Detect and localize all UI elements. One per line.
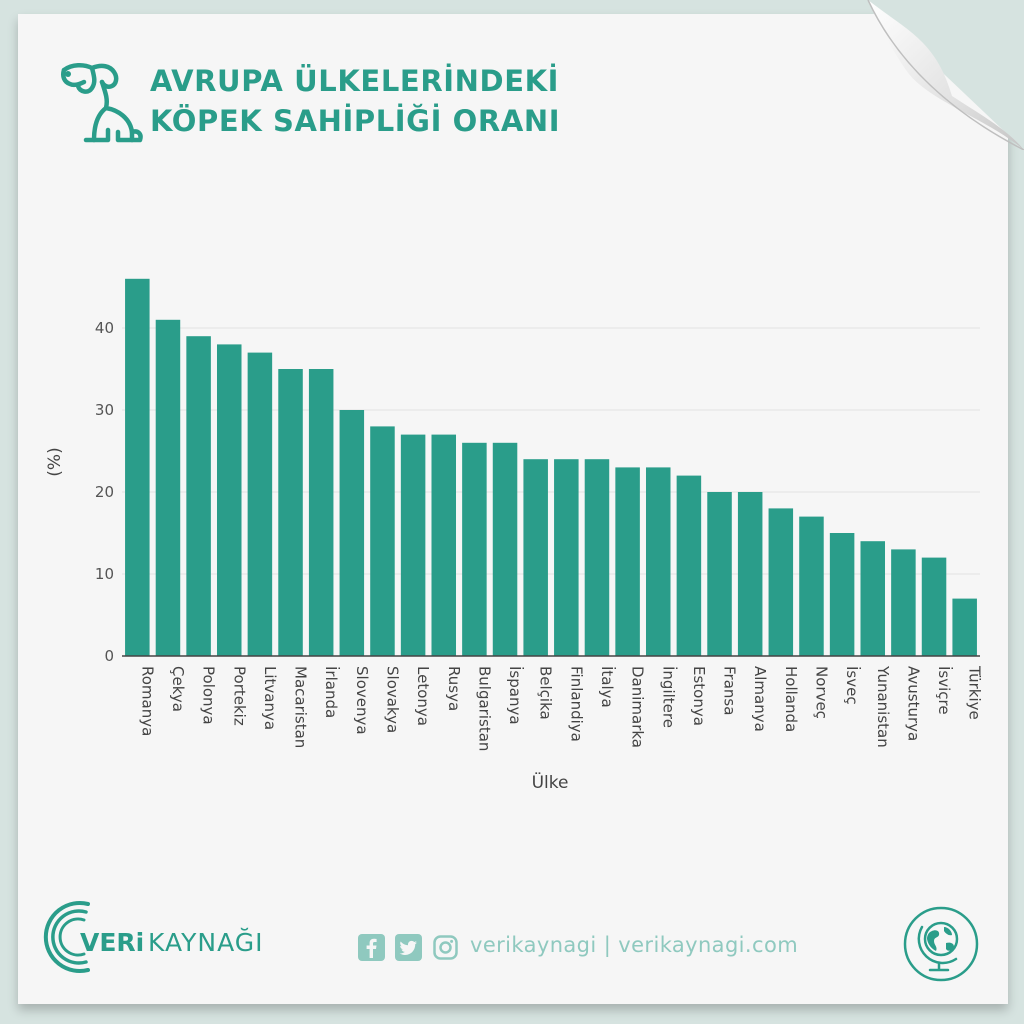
x-tick-label: Macaristan [292, 666, 310, 748]
bar-5[interactable] [247, 352, 273, 656]
x-tick-label: Hollanda [782, 666, 800, 732]
brand-name-kaynagi: KAYNAĞI [148, 928, 264, 957]
bar-3[interactable] [186, 336, 211, 656]
x-tick-label: Rusya [445, 666, 463, 711]
page-title-line-1: AVRUPA ÜLKELERİNDEKİ [150, 64, 560, 98]
x-tick-label: İspanya [506, 666, 525, 725]
bar-2[interactable] [155, 319, 181, 656]
x-tick-label: Yunanistan [874, 665, 892, 748]
bar-23[interactable] [799, 516, 824, 656]
bar-11[interactable] [431, 434, 457, 656]
bar-8[interactable] [339, 410, 365, 656]
bar-4[interactable] [216, 344, 242, 656]
bar-20[interactable] [707, 492, 732, 656]
bar-28[interactable] [952, 598, 977, 656]
x-tick-label: İngiltere [659, 666, 678, 728]
veri-kaynagi-logo-icon [43, 901, 90, 973]
bar-21[interactable] [737, 492, 763, 656]
y-tick-labels: 0 10 20 30 40 [95, 319, 114, 665]
dog-icon [61, 63, 143, 143]
x-tick-label: Estonya [690, 666, 708, 726]
x-tick-label: Slovakya [383, 666, 401, 733]
bar-13[interactable] [492, 442, 518, 656]
x-tick-label: Norveç [812, 666, 830, 719]
x-tick-label: Danimarka [629, 666, 647, 748]
y-tick-label: 0 [104, 647, 114, 665]
x-tick-label: Finlandiya [567, 666, 585, 742]
y-tick-label: 30 [95, 401, 114, 419]
bar-26[interactable] [891, 549, 916, 656]
bar-10[interactable] [400, 434, 426, 656]
x-tick-label: Çekya [169, 666, 187, 712]
bar-22[interactable] [768, 508, 794, 656]
page-title-line-2: KÖPEK SAHİPLİĞİ ORANI [150, 104, 561, 138]
y-tick-label: 10 [95, 565, 114, 583]
y-tick-label: 40 [95, 319, 114, 337]
x-tick-label: İsviçre [935, 666, 954, 715]
bar-25[interactable] [860, 541, 886, 656]
brand-name-veri: VERi [80, 928, 145, 957]
bar-16[interactable] [584, 459, 610, 656]
x-tick-label: Romanya [138, 666, 156, 736]
facebook-icon[interactable] [358, 934, 385, 961]
x-axis-title: Ülke [532, 771, 569, 793]
instagram-icon[interactable] [432, 934, 459, 961]
bar-24[interactable] [829, 533, 855, 656]
bar-1[interactable] [125, 278, 150, 656]
bar-14[interactable] [523, 459, 548, 656]
bar-12[interactable] [462, 442, 487, 656]
x-tick-label: İrlanda [322, 666, 341, 718]
globe-icon [903, 906, 979, 982]
bar-6[interactable] [278, 369, 303, 656]
x-tick-label: Litvanya [261, 666, 279, 730]
x-tick-label: Letonya [414, 666, 432, 726]
x-tick-label: Belçika [537, 666, 555, 720]
bar-7[interactable] [308, 369, 334, 656]
bar-18[interactable] [645, 467, 671, 656]
footer-handle-and-website[interactable]: verikaynagi | verikaynagi.com [470, 933, 799, 957]
y-axis-title: (%) [45, 447, 65, 476]
x-tick-label: İsveç [843, 666, 862, 705]
x-tick-label: Avusturya [904, 666, 922, 741]
x-tick-labels: Romanya Çekya Polonya Portekiz Litvanya Macar… [138, 665, 983, 751]
twitter-icon[interactable] [395, 934, 422, 961]
y-tick-label: 20 [95, 483, 114, 501]
x-tick-label: Polonya [200, 666, 218, 725]
x-tick-label: Almanya [751, 666, 769, 732]
x-tick-label: Türkiye [966, 665, 984, 720]
x-tick-label: Bulgaristan [475, 666, 493, 751]
x-tick-label: Portekiz [230, 666, 248, 726]
page-curl-decoration [866, 0, 1024, 150]
x-tick-label: İtalya [598, 666, 617, 708]
x-tick-label: Slovenya [353, 666, 371, 735]
bars [125, 278, 977, 656]
bar-19[interactable] [676, 475, 702, 656]
bar-15[interactable] [554, 459, 579, 656]
bar-9[interactable] [370, 426, 395, 656]
bar-17[interactable] [615, 467, 640, 656]
x-tick-label: Fransa [721, 666, 739, 715]
bar-27[interactable] [921, 557, 947, 656]
